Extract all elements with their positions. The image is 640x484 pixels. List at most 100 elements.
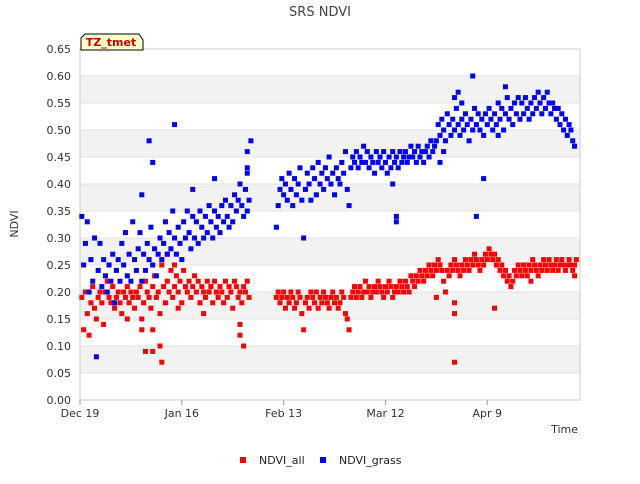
data-point (210, 300, 216, 306)
data-point (141, 251, 147, 257)
data-point (172, 235, 178, 241)
y-axis-label: NDVI (8, 210, 21, 237)
data-point (79, 294, 85, 300)
data-point (290, 294, 296, 300)
data-point (237, 332, 243, 338)
data-point (435, 257, 441, 263)
data-point (202, 213, 208, 219)
data-point (168, 246, 174, 252)
data-point (108, 278, 114, 284)
data-point (521, 262, 527, 268)
data-point (379, 289, 385, 295)
data-point (515, 262, 521, 268)
data-point (144, 289, 150, 295)
data-point (226, 224, 232, 230)
legend-label: NDVI_grass (339, 454, 402, 467)
data-point (390, 181, 396, 187)
data-point (468, 257, 474, 263)
data-point (495, 100, 501, 106)
data-point (306, 181, 312, 187)
legend-swatch (320, 457, 326, 463)
data-point (322, 294, 328, 300)
data-point (528, 267, 534, 273)
data-point (162, 219, 168, 225)
data-point (84, 219, 90, 225)
data-point (112, 300, 118, 306)
data-point (126, 300, 132, 306)
data-point (468, 116, 474, 122)
data-point (375, 159, 381, 165)
data-point (159, 262, 165, 268)
series-NDVI_all (79, 246, 579, 365)
data-point (201, 289, 207, 295)
data-point (293, 192, 299, 198)
data-point (462, 257, 468, 263)
data-point (282, 181, 288, 187)
data-point (166, 230, 172, 236)
data-point (364, 149, 370, 155)
series-NDVI_grass (79, 73, 578, 360)
data-point (102, 273, 108, 279)
data-point (393, 154, 399, 160)
data-point (433, 138, 439, 144)
data-point (182, 235, 188, 241)
data-point (355, 289, 361, 295)
data-point (332, 192, 338, 198)
data-point (290, 203, 296, 209)
data-point (242, 289, 248, 295)
data-point (379, 165, 385, 171)
data-point (482, 251, 488, 257)
data-point (219, 289, 225, 295)
data-point (415, 143, 421, 149)
data-point (150, 348, 156, 354)
data-point (504, 95, 510, 101)
data-point (377, 284, 383, 290)
data-point (524, 273, 530, 279)
data-point (490, 257, 496, 263)
data-point (408, 273, 414, 279)
data-point (492, 305, 498, 311)
station-badge: TZ_tmet (80, 33, 144, 51)
data-point (428, 267, 434, 273)
data-point (497, 267, 503, 273)
data-point (381, 294, 387, 300)
data-point (501, 127, 507, 133)
data-point (370, 159, 376, 165)
data-point (244, 170, 250, 176)
data-point (281, 192, 287, 198)
data-point (544, 89, 550, 95)
station-badge-label: TZ_tmet (86, 36, 136, 49)
data-point (190, 213, 196, 219)
data-point (444, 111, 450, 117)
data-point (439, 267, 445, 273)
data-point (422, 149, 428, 155)
data-point (537, 100, 543, 106)
data-point (210, 235, 216, 241)
data-point (499, 105, 505, 111)
data-point (310, 294, 316, 300)
data-point (219, 203, 225, 209)
data-point (324, 176, 330, 182)
data-point (241, 343, 247, 349)
data-point (359, 159, 365, 165)
data-point (479, 116, 485, 122)
data-point (446, 273, 452, 279)
data-point (124, 273, 130, 279)
data-point (466, 267, 472, 273)
data-point (341, 294, 347, 300)
data-point (421, 278, 427, 284)
data-point (570, 267, 576, 273)
data-point (484, 122, 490, 128)
data-point (570, 138, 576, 144)
data-point (350, 154, 356, 160)
data-point (473, 213, 479, 219)
data-point (457, 273, 463, 279)
data-point (321, 186, 327, 192)
data-point (188, 294, 194, 300)
data-point (302, 300, 308, 306)
data-point (419, 273, 425, 279)
data-point (352, 284, 358, 290)
data-point (559, 111, 565, 117)
data-point (512, 100, 518, 106)
data-point (246, 294, 252, 300)
